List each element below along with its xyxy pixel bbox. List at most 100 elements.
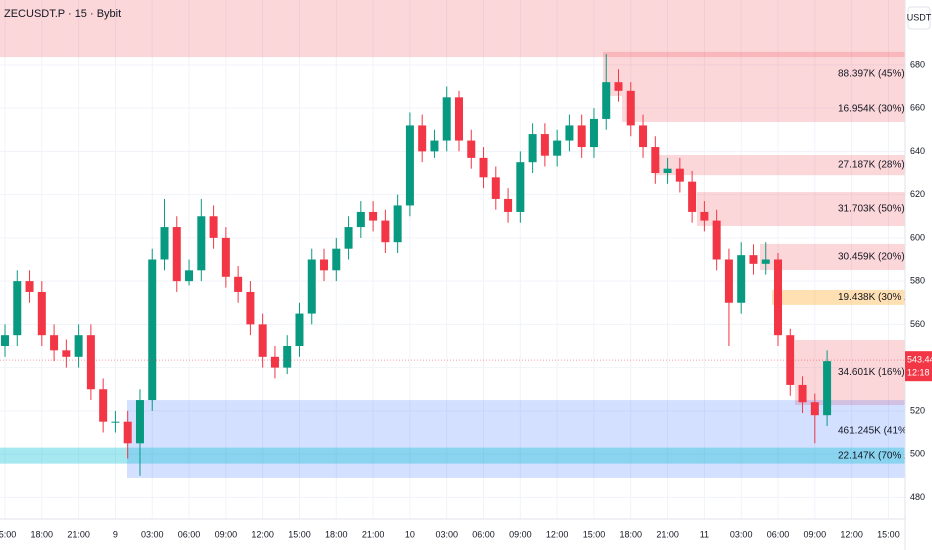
candle-body xyxy=(737,255,746,303)
currency[interactable]: USDT xyxy=(907,12,932,22)
candle-body xyxy=(430,140,439,152)
x-tick-label: 18:00 xyxy=(325,529,348,539)
last-price-label: 543.44 xyxy=(907,355,932,365)
chart-title: ZECUSDT.P · 15 · Bybit xyxy=(4,8,121,20)
candle-body xyxy=(663,168,672,173)
candle-body xyxy=(13,281,22,336)
zone xyxy=(622,96,905,122)
candle-body xyxy=(810,402,819,416)
zone-label: 16.954K (30%) 15m C xyxy=(838,104,932,115)
zone xyxy=(772,289,905,305)
x-tick-label: 11 xyxy=(700,529,709,539)
candle-body xyxy=(749,255,758,264)
x-tick-label: 15:00 xyxy=(288,529,311,539)
candle-body xyxy=(504,198,513,212)
y-tick-label: 560 xyxy=(910,319,925,329)
x-tick-label: 06:00 xyxy=(178,529,201,539)
x-tick-label: 21:00 xyxy=(362,529,385,539)
candle-body xyxy=(270,356,279,368)
candle-body xyxy=(626,90,635,126)
candle-body xyxy=(700,211,709,221)
candle-body xyxy=(405,125,414,206)
zone xyxy=(603,51,905,97)
candle-body xyxy=(160,227,169,260)
candle-body xyxy=(123,421,132,444)
x-tick-label: 12:00 xyxy=(546,529,569,539)
candle-body xyxy=(1,335,9,346)
candle-body xyxy=(467,140,476,158)
candle-body xyxy=(246,291,255,325)
candle-body xyxy=(639,125,648,148)
zone-label: 30.459K (20%) 15m C xyxy=(838,252,932,263)
x-tick-label: 21:00 xyxy=(67,529,90,539)
candle-body xyxy=(148,259,157,401)
y-tick-label: 480 xyxy=(910,492,925,502)
zone xyxy=(697,192,905,226)
y-tick-label: 520 xyxy=(910,405,925,415)
candle-body xyxy=(491,177,500,199)
candle-body xyxy=(111,421,120,423)
candle-body xyxy=(565,125,574,141)
candle-body xyxy=(258,324,267,357)
candle-body xyxy=(283,346,292,368)
candle-body xyxy=(172,227,181,282)
candle-body xyxy=(320,259,329,271)
candle-body xyxy=(37,291,46,336)
candle-body xyxy=(602,82,611,119)
candle-body xyxy=(356,211,365,228)
x-tick-label: 10 xyxy=(405,529,415,539)
x-tick-label: 09:00 xyxy=(509,529,532,539)
candle-body xyxy=(135,400,144,444)
candle-body xyxy=(234,276,243,292)
candle-body xyxy=(589,118,598,148)
candle-body xyxy=(209,216,218,238)
candle-body xyxy=(221,237,230,277)
candle-body xyxy=(185,270,194,282)
candle-body xyxy=(369,211,378,221)
candle-body xyxy=(295,313,304,346)
candle-body xyxy=(675,168,684,182)
x-tick-label: 03:00 xyxy=(730,529,753,539)
candle-body xyxy=(798,384,807,403)
candle-body xyxy=(724,259,733,303)
candle-body xyxy=(528,134,537,163)
y-tick-label: 580 xyxy=(910,276,925,286)
y-tick-label: 660 xyxy=(910,103,925,113)
candle-body xyxy=(393,205,402,243)
x-tick-label: 18:00 xyxy=(620,529,643,539)
candle-body xyxy=(99,389,108,422)
candle-body xyxy=(25,281,34,292)
y-tick-label: 620 xyxy=(910,189,925,199)
zone-label: 27.187K (28%) 15m C xyxy=(838,160,932,171)
x-tick-label: 06:00 xyxy=(472,529,495,539)
zone-label: 19.438K (30% / 70% xyxy=(838,292,930,303)
x-tick-label: 09:00 xyxy=(215,529,238,539)
candle-body xyxy=(479,157,488,178)
zone-label: 34.601K (16%) 15m C xyxy=(838,367,932,378)
currency-box[interactable] xyxy=(907,6,931,30)
candle-body xyxy=(786,335,795,385)
x-tick-label: 03:00 xyxy=(141,529,164,539)
candle-body xyxy=(418,125,427,152)
zone xyxy=(795,339,905,406)
x-tick-label: 9 xyxy=(113,529,118,539)
zone-label: 461.245K (41%) 1H OB xyxy=(838,426,932,437)
x-tick-label: 15:00 xyxy=(0,529,16,539)
zone xyxy=(760,243,905,271)
zone xyxy=(655,155,905,176)
x-tick-label: 06:00 xyxy=(767,529,790,539)
x-tick-label: 18:00 xyxy=(31,529,54,539)
zone xyxy=(127,400,905,478)
candle-body xyxy=(651,147,660,173)
x-tick-label: 12:00 xyxy=(840,529,863,539)
y-tick-label: 680 xyxy=(910,59,925,69)
candle-body xyxy=(761,259,770,264)
candle-body xyxy=(553,140,562,156)
x-tick-label: 09:00 xyxy=(804,529,827,539)
candle-body xyxy=(62,350,71,357)
candle-body xyxy=(86,335,95,390)
candle-body xyxy=(774,259,783,336)
zone-label: 88.397K (45%) 1H OB xyxy=(838,69,932,80)
candle-body xyxy=(823,361,832,416)
countdown-label: 12:18 xyxy=(907,368,930,378)
